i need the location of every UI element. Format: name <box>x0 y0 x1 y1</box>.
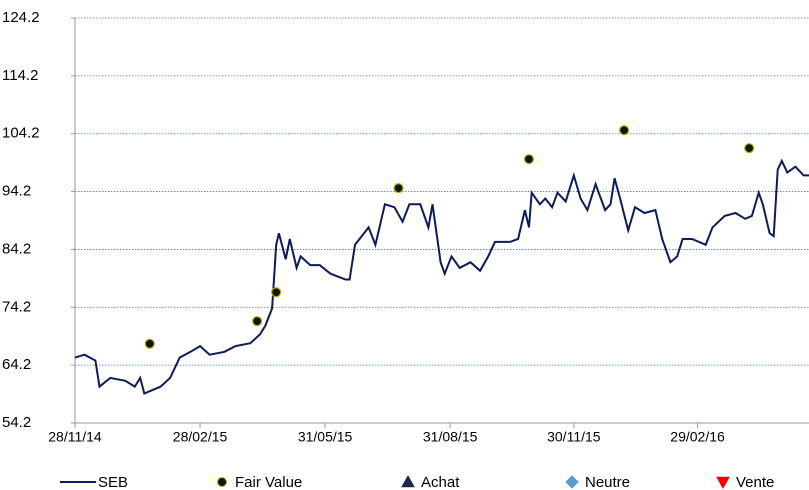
legend-marker <box>565 475 579 489</box>
legend-label: Vente <box>736 474 774 490</box>
legend-marker <box>217 477 227 487</box>
y-tick-label: 64.2 <box>2 356 31 373</box>
x-tick-label: 28/02/15 <box>173 429 228 445</box>
fair-value-point <box>523 154 535 165</box>
legend-label: SEB <box>98 474 128 490</box>
fair-value-point <box>744 143 755 154</box>
fair-value-point <box>252 316 263 327</box>
x-tick-label: 30/11/15 <box>547 429 601 445</box>
y-tick-label: 74.2 <box>2 298 31 315</box>
legend-label: Neutre <box>585 474 630 490</box>
y-tick-label: 114.2 <box>2 67 38 84</box>
y-tick-label: 124.2 <box>2 9 40 26</box>
fair-value-point <box>619 125 630 136</box>
fair-value-point <box>144 338 155 349</box>
legend-label: Achat <box>421 474 460 490</box>
fair-value-point <box>393 183 404 194</box>
x-tick-label: 31/05/15 <box>298 429 353 445</box>
x-tick-label: 28/11/14 <box>48 429 102 445</box>
y-tick-label: 84.2 <box>2 240 31 257</box>
x-tick-label: 31/08/15 <box>423 429 478 445</box>
y-tick-label: 104.2 <box>2 125 40 142</box>
price-line <box>74 158 809 395</box>
y-tick-label: 94.2 <box>2 183 31 200</box>
legend-label: Fair Value <box>235 474 302 490</box>
legend-marker <box>716 476 730 490</box>
legend-marker <box>401 474 415 488</box>
fair-value-point <box>271 287 282 298</box>
x-tick-label: 29/02/16 <box>670 429 725 445</box>
y-tick-label: 54.2 <box>2 414 31 431</box>
